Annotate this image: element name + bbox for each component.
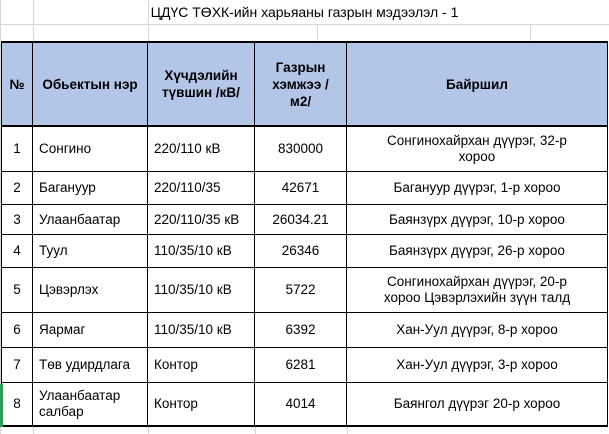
cell-object-name[interactable]: Улаанбаатар салбар — [33, 383, 148, 425]
cell-no[interactable]: 1 — [2, 127, 33, 172]
cell-object-name[interactable]: Цэвэрлэх — [33, 268, 148, 313]
cell-location[interactable]: Баянзүрх дүүрэг, 10-р хороо — [347, 205, 607, 235]
cell-voltage[interactable]: Контор — [148, 383, 255, 425]
cell-location[interactable]: Хан-Уул дүүрэг, 3-р хороо — [347, 348, 607, 383]
cell-no[interactable]: 6 — [2, 313, 33, 348]
cell-area[interactable]: 6392 — [255, 313, 347, 348]
cell-object-name[interactable]: Яармаг — [33, 313, 148, 348]
header-cell-voltage-level[interactable]: Хүчдэлийн түвшин /кВ/ — [148, 43, 255, 127]
sheet-gridline — [0, 0, 1, 434]
cell-area[interactable]: 42671 — [255, 172, 347, 205]
cell-no[interactable]: 5 — [2, 268, 33, 313]
sheet-gridline — [317, 24, 318, 41]
cell-voltage[interactable]: 110/35/10 кВ — [148, 235, 255, 268]
cell-area[interactable]: 26346 — [255, 235, 347, 268]
cell-object-name[interactable]: Сонгино — [33, 127, 148, 172]
sheet-gridline — [255, 427, 256, 434]
sheet-gridline — [0, 24, 609, 25]
cell-area[interactable]: 830000 — [255, 127, 347, 172]
cell-voltage[interactable]: 220/110 кВ — [148, 127, 255, 172]
cell-location[interactable]: Сонгинохайрхан дүүрэг, 32-р хороо — [347, 127, 607, 172]
cell-location[interactable]: Хан-Уул дүүрэг, 8-р хороо — [347, 313, 607, 348]
land-info-table: № Обьектын нэр Хүчдэлийн түвшин /кВ/ Газ… — [1, 41, 608, 427]
cell-location[interactable]: Баянзүрх дүүрэг, 26-р хороо — [347, 235, 607, 268]
sheet-gridline — [530, 24, 531, 41]
cell-no[interactable]: 4 — [2, 235, 33, 268]
sheet-title: ЦДҮС ТӨХК-ийн харьяаны газрын мэдээлэл -… — [150, 4, 459, 20]
sheet-gridline — [148, 0, 149, 41]
cell-no[interactable]: 7 — [2, 348, 33, 383]
sheet-gridline — [33, 0, 34, 41]
sheet-gridline — [148, 427, 149, 434]
cell-voltage[interactable]: 110/35/10 кВ — [148, 268, 255, 313]
cell-object-name[interactable]: Улаанбаатар — [33, 205, 148, 235]
sheet-gridline — [347, 427, 348, 434]
cell-no[interactable]: 8 — [2, 383, 33, 425]
cell-location[interactable]: Багануур дүүрэг, 1-р хороо — [347, 172, 607, 205]
cell-area[interactable]: 5722 — [255, 268, 347, 313]
cell-area[interactable]: 26034.21 — [255, 205, 347, 235]
sheet-gridline — [33, 427, 34, 434]
header-cell-object-name[interactable]: Обьектын нэр — [33, 43, 148, 127]
header-cell-no[interactable]: № — [2, 43, 33, 127]
cell-area[interactable]: 6281 — [255, 348, 347, 383]
header-cell-location[interactable]: Байршил — [347, 43, 607, 127]
cell-no[interactable]: 2 — [2, 172, 33, 205]
cell-location[interactable]: Баянгол дүүрэг 20-р хороо — [347, 383, 607, 425]
cell-voltage[interactable]: Контор — [148, 348, 255, 383]
cell-object-name[interactable]: Багануур — [33, 172, 148, 205]
cell-object-name[interactable]: Туул — [33, 235, 148, 268]
cell-voltage[interactable]: 110/35/10 кВ — [148, 313, 255, 348]
cell-object-name[interactable]: Төв удирдлага — [33, 348, 148, 383]
cell-area[interactable]: 4014 — [255, 383, 347, 425]
active-row-marker — [0, 384, 3, 427]
header-cell-land-area[interactable]: Газрын хэмжээ /м2/ — [255, 43, 347, 127]
sheet-title-cell[interactable]: ЦДҮС ТӨХК-ийн харьяаны газрын мэдээлэл -… — [0, 0, 609, 24]
cell-voltage[interactable]: 220/110/35 — [148, 172, 255, 205]
cell-location[interactable]: Сонгинохайрхан дүүрэг, 20-р хороо Цэвэрл… — [347, 268, 607, 313]
cell-voltage[interactable]: 220/110/35 кВ — [148, 205, 255, 235]
cell-no[interactable]: 3 — [2, 205, 33, 235]
